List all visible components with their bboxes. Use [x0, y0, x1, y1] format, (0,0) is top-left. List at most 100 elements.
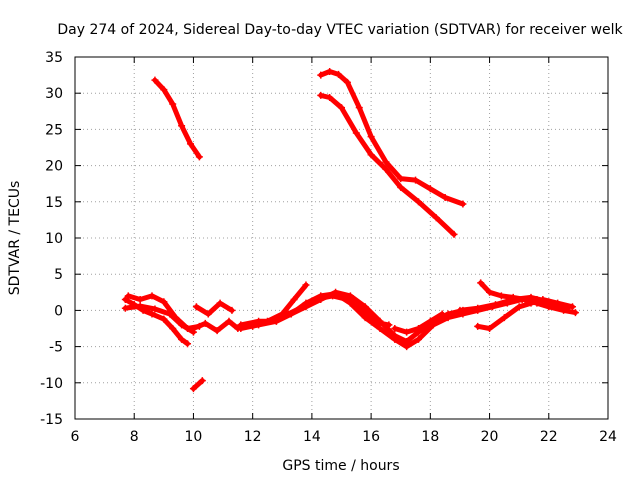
- data-point-marker: [382, 158, 390, 166]
- data-point-marker: [189, 385, 197, 393]
- data-point-marker: [343, 78, 351, 86]
- y-tick-label: 5: [54, 267, 63, 283]
- data-point-marker: [317, 71, 325, 79]
- data-point-marker: [338, 104, 345, 112]
- y-tick-label: 10: [45, 231, 63, 247]
- chart-title: Day 274 of 2024, Sidereal Day-to-day VTE…: [57, 22, 623, 38]
- data-point-marker: [571, 309, 579, 317]
- x-tick-label: 8: [130, 429, 139, 445]
- data-point-marker: [414, 335, 422, 343]
- data-point-marker: [414, 198, 422, 206]
- data-point-marker: [151, 76, 159, 84]
- data-point-marker: [459, 200, 467, 208]
- y-tick-label: -15: [40, 412, 63, 428]
- data-point-marker: [192, 303, 200, 311]
- y-tick-label: 15: [45, 195, 63, 211]
- data-point-marker: [216, 299, 224, 307]
- data-point-marker: [367, 133, 375, 141]
- data-point-marker: [403, 338, 411, 346]
- data-point-marker: [397, 175, 405, 183]
- x-tick-label: 16: [362, 429, 380, 445]
- data-point-marker: [263, 317, 271, 325]
- data-point-marker: [497, 292, 505, 300]
- data-point-marker: [326, 94, 334, 102]
- x-tick-label: 12: [244, 429, 262, 445]
- data-point-marker: [278, 310, 286, 318]
- data-point-marker: [225, 317, 233, 325]
- series-arc-4: [189, 377, 206, 393]
- y-tick-label: 30: [45, 86, 63, 102]
- data-point-marker: [527, 293, 535, 301]
- data-point-marker: [148, 310, 156, 318]
- x-tick-label: 20: [481, 429, 499, 445]
- data-point-marker: [486, 288, 494, 296]
- data-point-marker: [441, 193, 449, 201]
- data-point-marker: [204, 310, 212, 318]
- tick-layer: [74, 56, 609, 420]
- data-point-marker: [491, 301, 499, 309]
- data-point-marker: [178, 335, 186, 343]
- x-tick-label: 6: [71, 429, 80, 445]
- x-axis-label: GPS time / hours: [282, 458, 399, 474]
- x-tick-label: 18: [421, 429, 439, 445]
- data-point-marker: [198, 377, 206, 385]
- data-point-marker: [474, 322, 482, 330]
- data-point-marker: [426, 317, 434, 325]
- data-point-marker: [477, 279, 485, 287]
- data-point-marker: [500, 314, 508, 322]
- data-point-marker: [160, 315, 168, 323]
- series-line: [318, 92, 457, 237]
- y-tick-label: -10: [40, 376, 63, 392]
- y-tick-label: 25: [45, 122, 63, 138]
- data-point-marker: [382, 165, 390, 173]
- data-point-marker: [228, 306, 236, 314]
- series-line: [318, 69, 466, 207]
- data-point-marker: [391, 332, 399, 340]
- data-point-marker: [201, 319, 209, 327]
- label-layer: 6 8 10 12 14 16 18 20 22 24 -15 -10 -5 0 5 10 15 20 25 30 35: [40, 50, 617, 445]
- data-point-marker: [486, 325, 494, 332]
- series-line: [152, 77, 202, 160]
- data-point-marker: [213, 327, 221, 335]
- data-point-marker: [237, 321, 245, 329]
- data-point-marker: [160, 86, 168, 94]
- data-point-marker: [136, 302, 144, 310]
- data-point-marker: [121, 296, 129, 304]
- data-point-marker: [284, 310, 292, 318]
- y-tick-label: 20: [45, 159, 63, 175]
- data-point-marker: [355, 104, 363, 112]
- data-point-marker: [299, 303, 307, 311]
- data-point-marker: [385, 321, 393, 329]
- y-tick-label: -5: [49, 340, 63, 356]
- data-point-marker: [329, 292, 337, 300]
- data-point-marker: [367, 151, 375, 159]
- data-point-marker: [166, 310, 174, 318]
- data-point-marker: [474, 304, 482, 312]
- data-point-marker: [121, 304, 129, 312]
- data-point-marker: [178, 122, 186, 130]
- data-point-marker: [136, 296, 144, 304]
- series-arc-13: [391, 310, 446, 336]
- y-tick-label: 0: [54, 303, 63, 319]
- data-point-marker: [376, 325, 384, 332]
- data-point-marker: [184, 340, 192, 348]
- series-arc-11: [272, 292, 393, 329]
- data-point-marker: [358, 306, 366, 314]
- data-point-marker: [169, 100, 177, 108]
- data-point-marker: [352, 129, 360, 137]
- data-point-marker: [545, 298, 553, 306]
- data-point-marker: [456, 306, 464, 314]
- data-point-marker: [509, 296, 517, 304]
- data-point-marker: [326, 67, 334, 75]
- series-arc-1: [151, 76, 203, 161]
- series-arc-12: [249, 281, 310, 330]
- data-point-marker: [515, 303, 523, 311]
- x-tick-label: 14: [303, 429, 321, 445]
- series-line: [193, 300, 235, 317]
- series-layer: [121, 67, 579, 393]
- data-point-marker: [151, 305, 159, 313]
- x-tick-label: 24: [599, 429, 617, 445]
- series-line: [190, 378, 205, 392]
- data-point-marker: [444, 310, 452, 318]
